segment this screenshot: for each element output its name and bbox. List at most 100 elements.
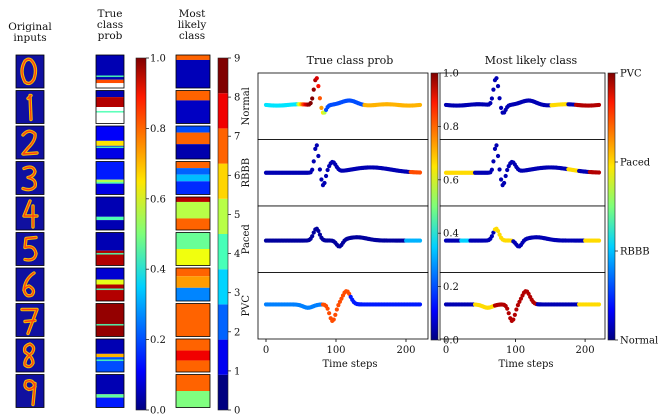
ecg-point: [491, 159, 496, 164]
prob-heatmap: [95, 196, 125, 231]
ecg-point: [417, 170, 423, 175]
plot-title: Most likely class: [485, 54, 578, 67]
ecg-point: [417, 238, 423, 243]
ecg-point: [316, 84, 321, 89]
class-heatmap: [175, 267, 211, 302]
class-heatmap: [175, 125, 211, 160]
column-title-line: Most: [179, 8, 206, 20]
digit-thumbnail: 3: [15, 161, 45, 195]
column-title-line: inputs: [13, 32, 46, 44]
digit-thumbnail: 7: [15, 303, 45, 337]
column-title-line: class: [179, 30, 205, 42]
class-tick-label: 3: [234, 288, 240, 299]
left-class-colorbar: [217, 57, 229, 411]
class-heatmap: [175, 232, 211, 266]
ecg-point: [316, 153, 321, 159]
ecg-point: [515, 303, 521, 308]
ecg-point: [489, 167, 494, 172]
ecg-point: [325, 167, 330, 173]
class-tick-label: 2: [234, 327, 240, 338]
ecg-point: [314, 143, 319, 148]
prob-tick-label: 0.2: [150, 335, 166, 346]
digit-label: 7: [30, 323, 31, 325]
ecg-point: [494, 143, 499, 148]
digit-label: 3: [30, 181, 31, 183]
ecg-point: [319, 105, 324, 111]
class-tick-label: 7: [234, 132, 240, 143]
ecg-point: [596, 102, 602, 108]
ecg-point: [497, 232, 502, 237]
ecg-point: [319, 177, 324, 182]
left-prob-colorbar-ticks: 0.0 0.2 0.4 0.6 0.8 1.0: [146, 54, 166, 417]
class-heatmap: [175, 161, 211, 195]
digit-thumbnail: 4: [15, 196, 45, 231]
class-heatmap: [175, 374, 211, 408]
x-tick-label: 100: [506, 345, 525, 356]
ecg-point: [498, 105, 504, 111]
digit-thumbnail: 6: [15, 267, 45, 302]
class-colorbar-segment: [218, 128, 228, 164]
prob-heatmap: [95, 54, 125, 89]
prob-tick-label: 0.6: [150, 194, 166, 205]
prob-heatmap: [95, 303, 125, 337]
x-tick-label: 100: [326, 345, 345, 356]
ecg-point: [336, 303, 341, 308]
class-heatmap: [175, 303, 211, 337]
ecg-point: [491, 87, 496, 92]
ecg-point: [511, 317, 516, 322]
ecg-point: [495, 228, 501, 234]
left-column-titles: OriginalinputsTrueclassprobMostlikelycla…: [8, 8, 206, 44]
ecg-point: [506, 311, 511, 316]
class-heatmap: [175, 90, 211, 124]
digit-label: 2: [30, 145, 31, 147]
class-colorbar-segment: [218, 93, 228, 129]
ecg-point: [311, 159, 316, 164]
column-title-line: Original: [8, 21, 52, 33]
ecg-point: [502, 180, 507, 186]
digit-label: 4: [30, 216, 31, 218]
class-tick-label: 8: [234, 93, 240, 104]
column-title-line: True: [98, 8, 123, 20]
column-title-line: prob: [98, 30, 123, 42]
ecg-point: [308, 100, 313, 106]
ecg-point: [314, 76, 319, 81]
class-tick-label: 0: [234, 406, 240, 417]
ecg-point: [333, 312, 338, 317]
digit-label: 6: [30, 287, 31, 289]
row-label: RBBB: [241, 158, 252, 188]
ecg-point: [417, 302, 423, 307]
digit-label: 8: [30, 358, 31, 360]
ecg-most-likely-class-plots: [439, 72, 606, 340]
digit-thumbnail: 8: [15, 338, 45, 373]
ecg-point: [327, 311, 332, 316]
x-tick-label: 0: [443, 345, 449, 356]
x-axis-label: Time steps: [498, 359, 553, 370]
right-panel-titles: True class prob Most likely class: [307, 54, 578, 67]
prob-tick-label: 0.0: [150, 406, 166, 417]
prob-tick-label: 1.0: [150, 54, 166, 65]
class-colorbar-segment: [218, 339, 228, 375]
x-axis-label: Time steps: [322, 359, 377, 370]
ecg-point: [311, 230, 316, 235]
class-colorbar-segment: [218, 163, 228, 199]
ecg-point: [505, 306, 510, 311]
x-tick-label: 200: [576, 345, 595, 356]
class-colorbar-segment: [218, 234, 228, 270]
class-heatmap: [175, 54, 211, 89]
ecg-point: [497, 167, 502, 172]
digit-thumbnail: 9: [15, 374, 45, 408]
ecg-point: [489, 96, 494, 101]
ecg-point: [311, 87, 316, 92]
digit-thumbnail: 5: [15, 232, 45, 266]
digit-thumbnail: 2: [15, 125, 45, 160]
prob-heatmap: [95, 125, 125, 160]
prob-tick-label: 0.4: [443, 229, 459, 240]
prob-tick-label: 0.0: [443, 336, 459, 347]
class-colorbar-segment: [218, 198, 228, 234]
true-class-prob-column: [95, 54, 125, 408]
ecg-x-axes: 0 100 200 Time steps 0 100 200 Time steps: [263, 339, 595, 370]
digit-thumbnail: 1: [15, 90, 45, 124]
prob-heatmap: [95, 374, 125, 408]
prob-tick-label: 0.6: [443, 175, 459, 186]
